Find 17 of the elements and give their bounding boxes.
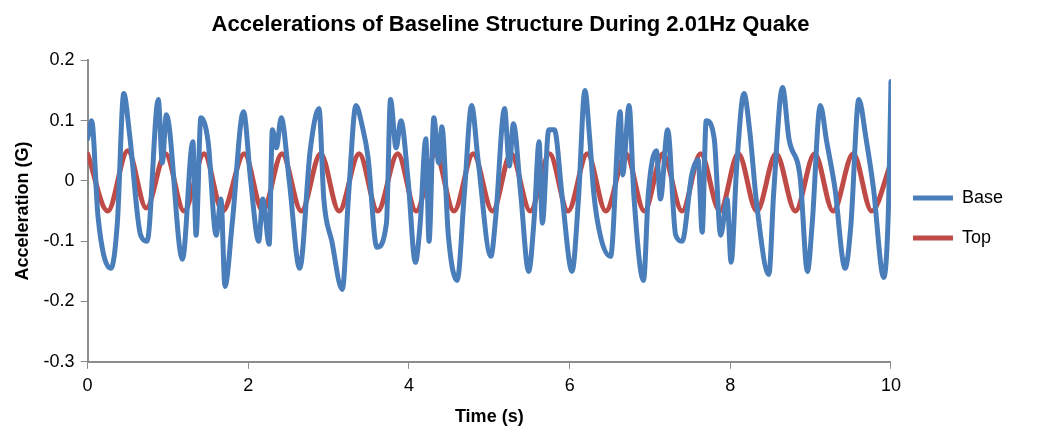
legend-label: Base	[961, 186, 1003, 207]
y-tick-label: -0.1	[43, 230, 75, 251]
y-tick-label: -0.2	[43, 290, 75, 311]
x-tick-label: 8	[725, 374, 736, 395]
y-tick-label: 0.1	[49, 109, 75, 130]
y-tick-label: 0	[64, 169, 75, 190]
x-tick-label: 6	[564, 374, 575, 395]
x-axis-title: Time (s)	[454, 406, 524, 427]
legend-label: Top	[961, 226, 991, 247]
x-tick-label: 2	[243, 374, 254, 395]
y-tick-label: -0.3	[43, 350, 75, 371]
y-tick-label: 0.2	[49, 49, 75, 70]
y-axis-title: Acceleration (G)	[11, 141, 32, 281]
chart-title: Accelerations of Baseline Structure During 2.01Hz Quake	[211, 11, 810, 37]
x-tick-label: 0	[82, 374, 93, 395]
x-tick-label: 4	[403, 374, 414, 395]
x-tick-label: 10	[880, 374, 901, 395]
